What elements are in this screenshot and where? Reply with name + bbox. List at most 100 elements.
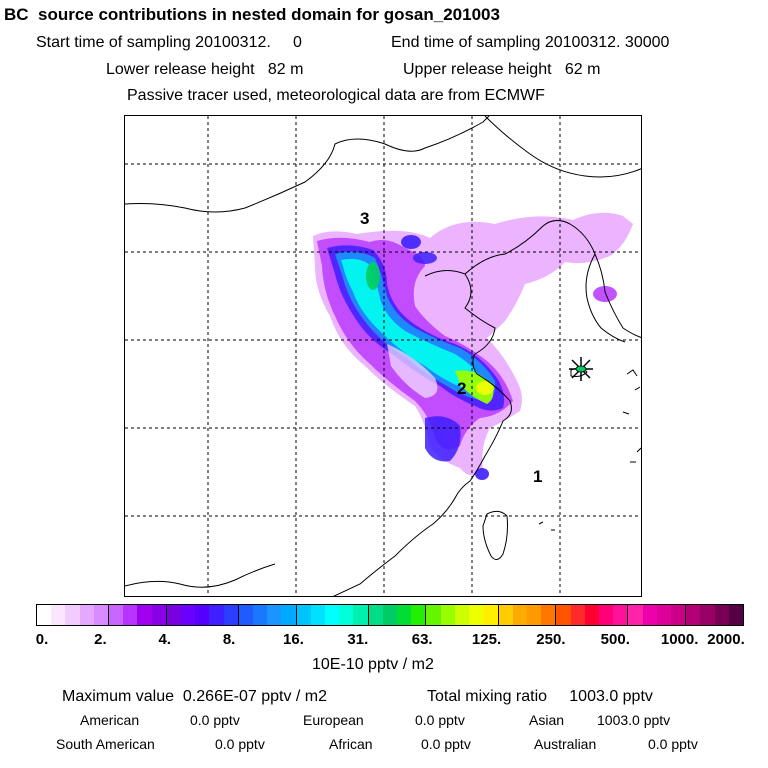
colorbar-swatch <box>670 605 687 625</box>
colorbar-tick-label: 0. <box>35 631 49 648</box>
taiwan-island <box>482 510 508 560</box>
concentration-plume <box>313 212 633 480</box>
colorbar-swatch <box>714 605 729 625</box>
colorbar-swatch <box>93 605 110 625</box>
star-marker <box>569 357 593 381</box>
bohai-coast <box>464 220 571 275</box>
colorbar-swatch <box>51 605 66 625</box>
tracer-note-text: Passive tracer used, meteorological data… <box>127 87 545 104</box>
colorbar <box>36 604 744 626</box>
colorbar-swatch <box>598 605 614 625</box>
colorbar-swatch <box>382 605 398 625</box>
colorbar-swatch <box>642 605 657 625</box>
japan-islands <box>538 369 641 531</box>
upper-height-text: Upper release height 62 m <box>403 61 601 78</box>
page-title: BC source contributions in nested domain… <box>4 5 500 24</box>
colorbar-swatch <box>411 605 427 625</box>
colorbar-tick-label: 16. <box>283 631 304 648</box>
australian-value: 0.0 pptv <box>648 736 698 752</box>
colorbar-swatch <box>469 605 484 625</box>
korea-coast-west <box>585 253 626 343</box>
australian-label: Australian <box>534 736 597 752</box>
plume-hotspot-east <box>455 370 494 404</box>
colorbar-swatch <box>526 605 542 625</box>
colorbar-swatch <box>339 605 354 625</box>
plume-cyan <box>341 258 485 391</box>
colorbar-tick-label: 125. <box>471 631 502 648</box>
colorbar-swatch <box>123 605 138 625</box>
region-label-2: 2 <box>457 379 466 398</box>
korea-peninsula <box>569 223 641 338</box>
colorbar-swatch <box>454 605 470 625</box>
plume-hotspot-west <box>366 262 380 290</box>
start-time-text: Start time of sampling 20100312. 0 <box>36 34 302 51</box>
colorbar-tick-label: 2000. <box>707 631 745 648</box>
colorbar-tick-label: 500. <box>600 631 630 648</box>
plume-korea-blob <box>593 286 617 302</box>
plume-blob-3 <box>401 235 421 249</box>
total-mixing-text: Total mixing ratio 1003.0 pptv <box>427 688 653 705</box>
colorbar-swatch <box>570 605 585 625</box>
colorbar-swatch <box>238 605 254 625</box>
european-label: European <box>303 712 364 728</box>
colorbar-swatch <box>65 605 80 625</box>
colorbar-swatch <box>700 605 715 625</box>
colorbar-tick-label: 4. <box>158 631 171 648</box>
colorbar-swatch <box>728 605 743 625</box>
north-border <box>125 563 276 588</box>
colorbar-swatch <box>498 605 513 625</box>
colorbar-swatch <box>628 605 643 625</box>
south-american-label: South American <box>56 736 155 752</box>
colorbar-swatch <box>686 605 701 625</box>
colorbar-swatch <box>325 605 340 625</box>
colorbar-tick-label: 8. <box>222 631 236 648</box>
colorbar-swatch <box>223 605 239 625</box>
plume-blob-north <box>413 252 437 264</box>
african-label: African <box>329 736 373 752</box>
colorbar-swatch <box>109 605 124 625</box>
region-label-1: 1 <box>533 467 542 486</box>
colorbar-swatch <box>512 605 527 625</box>
asian-label: Asian <box>529 712 565 728</box>
plume-core <box>476 381 494 395</box>
colorbar-tick-label: 2. <box>94 631 107 648</box>
colorbar-swatch <box>281 605 297 625</box>
american-value: 0.0 pptv <box>190 712 240 728</box>
colorbar-swatch <box>656 605 671 625</box>
american-label: American <box>80 712 140 728</box>
colorbar-swatch <box>440 605 455 625</box>
map-panel: 3 2 1 <box>124 115 642 597</box>
colorbar-swatch <box>368 605 383 625</box>
colorbar-swatch <box>541 605 557 625</box>
colorbar-swatch <box>166 605 182 625</box>
end-time-text: End time of sampling 20100312. 30000 <box>391 34 670 51</box>
colorbar-units: 10E-10 pptv / m2 <box>312 656 434 673</box>
colorbar-swatch <box>310 605 326 625</box>
colorbar-swatch <box>209 605 224 625</box>
colorbar-swatch <box>181 605 196 625</box>
china-north-border <box>484 116 641 178</box>
colorbar-swatch <box>353 605 369 625</box>
colorbar-swatch <box>151 605 167 625</box>
plume-small-blob <box>475 468 489 480</box>
colorbar-tick-label: 63. <box>411 631 433 648</box>
gridlines <box>125 116 641 596</box>
colorbar-swatch <box>267 605 282 625</box>
china-coast <box>333 270 512 596</box>
colorbar-swatch <box>296 605 311 625</box>
region-label-3: 3 <box>360 209 369 228</box>
colorbar-swatch <box>79 605 94 625</box>
colorbar-swatch <box>253 605 268 625</box>
asian-value: 1003.0 pptv <box>597 712 671 728</box>
colorbar-swatch <box>483 605 499 625</box>
colorbar-swatch <box>397 605 412 625</box>
colorbar-tick-label: 1000. <box>660 631 699 648</box>
colorbar-swatch <box>37 605 52 625</box>
colorbar-swatch <box>556 605 571 625</box>
map-canvas: 3 2 1 <box>125 116 641 596</box>
plume-white-inner <box>387 344 438 398</box>
colorbar-swatch <box>613 605 629 625</box>
colorbar-swatch <box>426 605 441 625</box>
lower-height-text: Lower release height 82 m <box>106 61 304 78</box>
european-value: 0.0 pptv <box>415 712 465 728</box>
